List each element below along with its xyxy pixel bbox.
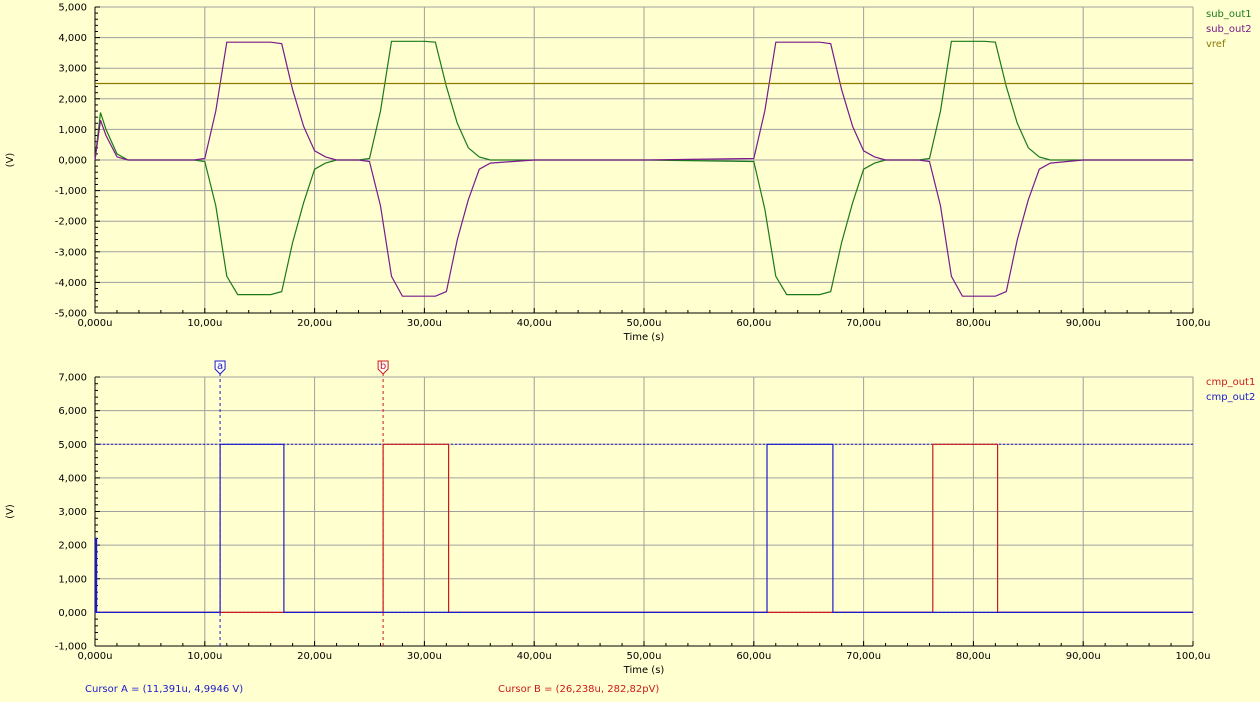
chart-1: 0,000u 10,00u 20,00u 30,00u 40,00u 50,00u 60,0… xyxy=(5,3,1210,344)
x-tick-label: 70,00u xyxy=(846,651,881,662)
x-tick-label: 20,00u xyxy=(297,651,332,662)
y-tick-label: 2,000 xyxy=(58,94,87,105)
y-tick-label: 1,000 xyxy=(58,574,87,585)
legend-vref[interactable]: vref xyxy=(1206,39,1226,50)
y-tick-label: -3,000 xyxy=(55,247,87,258)
x-tick-label: 40,00u xyxy=(517,318,552,329)
x-tick-label: 60,00u xyxy=(736,651,771,662)
series-line-sub_out2 xyxy=(94,41,1193,297)
y-tick-label: 4,000 xyxy=(58,33,87,44)
y-tick-label: -2,000 xyxy=(55,217,87,228)
y-tick-label: 6,000 xyxy=(58,406,87,417)
y-tick-label: 2,000 xyxy=(58,541,87,552)
legend-cmp-out1[interactable]: cmp_out1 xyxy=(1206,377,1256,388)
y-tick-label: 7,000 xyxy=(58,373,87,384)
legend-sub-out2[interactable]: sub_out2 xyxy=(1206,24,1252,35)
x-tick-label: 10,00u xyxy=(187,318,222,329)
y-tick-label: -1,000 xyxy=(55,642,87,653)
x-tick-label: 30,00u xyxy=(407,318,442,329)
x-tick-label: 80,00u xyxy=(956,318,991,329)
x-tick-label: 100,0u xyxy=(1176,318,1211,329)
x-tick-label: 100,0u xyxy=(1176,651,1211,662)
y-tick-label: 5,000 xyxy=(58,440,87,451)
x-axis-label: Time (s) xyxy=(623,665,665,676)
y-tick-label: 1,000 xyxy=(58,125,87,136)
x-tick-label: 70,00u xyxy=(846,318,881,329)
y-tick-label: 0,000 xyxy=(58,608,87,619)
cursor-b-marker xyxy=(377,360,389,375)
x-tick-label: 10,00u xyxy=(187,651,222,662)
series-line-sub_out1 xyxy=(94,40,1193,296)
x-tick-label: 90,00u xyxy=(1066,318,1101,329)
series-line-cmp_out2 xyxy=(94,443,1193,613)
legend-sub-out1[interactable]: sub_out1 xyxy=(1206,9,1252,20)
cursor-a-marker xyxy=(214,360,226,375)
x-tick-label: 60,00u xyxy=(736,318,771,329)
x-tick-label: 30,00u xyxy=(407,651,442,662)
y-tick-label: 3,000 xyxy=(58,64,87,75)
chart-2: 0,000u 10,00u 20,00u 30,00u 40,00u 50,00u 60,0… xyxy=(5,360,1211,676)
x-tick-label: 50,00u xyxy=(627,651,662,662)
x-tick-label: 0,000u xyxy=(78,651,113,662)
x-tick-label: 20,00u xyxy=(297,318,332,329)
y-tick-label: 4,000 xyxy=(58,473,87,484)
x-tick-label: 40,00u xyxy=(517,651,552,662)
y-tick-label: 3,000 xyxy=(58,507,87,518)
y-axis-label: (V) xyxy=(5,504,16,519)
cursor-b-label: b xyxy=(380,361,386,372)
y-tick-label: -4,000 xyxy=(55,278,87,289)
y-tick-label: 0,000 xyxy=(58,156,87,167)
cursor-b-readout: Cursor B = (26,238u, 282,82pV) xyxy=(498,684,660,695)
x-tick-label: 80,00u xyxy=(956,651,991,662)
y-tick-label: 5,000 xyxy=(58,3,87,14)
y-axis-label: (V) xyxy=(5,153,16,168)
y-tick-label: -5,000 xyxy=(55,309,87,320)
x-tick-label: 0,000u xyxy=(78,318,113,329)
x-axis-label: Time (s) xyxy=(623,332,665,343)
cursor-a-readout: Cursor A = (11,391u, 4,9946 V) xyxy=(85,684,244,695)
x-tick-label: 90,00u xyxy=(1066,651,1101,662)
y-tick-label: -1,000 xyxy=(55,186,87,197)
x-tick-label: 50,00u xyxy=(627,318,662,329)
cursor-a-label: a xyxy=(217,361,223,372)
legend-cmp-out2[interactable]: cmp_out2 xyxy=(1206,392,1256,403)
